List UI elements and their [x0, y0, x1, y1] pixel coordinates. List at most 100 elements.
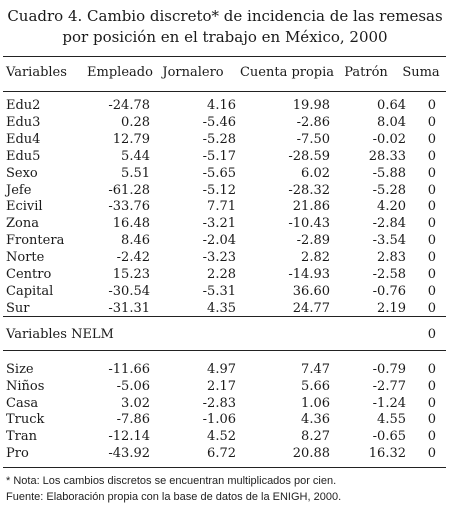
- row-label: Edu5: [6, 148, 41, 164]
- table-cell: -24.78: [108, 98, 150, 113]
- table-cell: 7.71: [207, 199, 236, 215]
- row-label: Pro: [6, 446, 29, 461]
- table-cell: 4.97: [207, 362, 236, 377]
- row-label: Tran: [6, 429, 38, 445]
- row-label: Casa: [6, 395, 39, 411]
- table-cell: 5.44: [121, 148, 150, 164]
- table-cell: -28.32: [288, 182, 330, 198]
- column-header: Jornalero: [162, 65, 224, 80]
- table-cell: 8.46: [121, 233, 150, 249]
- table-cell: 6.02: [301, 165, 330, 181]
- row-label: Sur: [6, 300, 30, 316]
- top-rule: [3, 56, 446, 57]
- table-cell: 0: [427, 98, 436, 113]
- table-cell: 12.79: [112, 131, 150, 147]
- table-cell: -5.65: [202, 165, 236, 181]
- column-header: Cuenta propia: [239, 65, 335, 80]
- nelm-section-label: Variables NELM: [6, 327, 114, 342]
- table-cell: 0.64: [377, 98, 406, 113]
- table-cell: -5.06: [116, 378, 150, 394]
- row-label: Edu3: [6, 114, 41, 130]
- table-cell: -30.54: [108, 283, 150, 299]
- table-cell: 1.06: [301, 395, 330, 411]
- row-label: Centro: [6, 267, 52, 282]
- table-cell: 0: [427, 300, 436, 316]
- table-cell: -5.88: [372, 165, 406, 181]
- table-cell: 16.48: [112, 216, 150, 232]
- table-cell: 0: [427, 114, 436, 130]
- column-header: Patrón: [344, 65, 388, 80]
- table-cell: -12.14: [108, 429, 150, 445]
- table-cell: -28.59: [288, 148, 330, 164]
- row-label: Jefe: [6, 182, 32, 198]
- table-cell: 19.98: [292, 98, 330, 113]
- table-cell: 4.52: [207, 429, 236, 445]
- table-cell: -2.04: [202, 233, 236, 249]
- table-title-line-2: por posición en el trabajo en México, 20…: [62, 28, 388, 46]
- table-cell: -2.83: [202, 395, 236, 411]
- table-cell: 0: [427, 267, 436, 282]
- table-cell: 24.77: [292, 300, 330, 316]
- table-cell: 8.27: [301, 429, 330, 445]
- table-cell: 0: [427, 429, 436, 445]
- table-cell: -0.76: [372, 283, 406, 299]
- table-title-line-1: Cuadro 4. Cambio discreto* de incidencia…: [7, 7, 443, 25]
- table-cell: -5.17: [202, 148, 236, 164]
- table-cell: 4.20: [377, 199, 406, 215]
- column-header: Empleado: [87, 65, 153, 80]
- table-cell: -1.06: [202, 412, 236, 428]
- row-label: Truck: [6, 412, 45, 428]
- table-cell: -3.54: [372, 233, 406, 249]
- row-label: Edu4: [6, 131, 41, 147]
- table-cell: 0: [427, 131, 436, 147]
- section-rule-2: [3, 350, 446, 351]
- table-cell: 15.23: [112, 267, 150, 282]
- table-cell: -0.65: [372, 429, 406, 445]
- table-cell: -33.76: [108, 199, 150, 215]
- table-cell: -61.28: [108, 182, 150, 198]
- table-cell: 0: [427, 412, 436, 428]
- footnote: * Nota: Los cambios discretos se encuent…: [6, 475, 337, 487]
- table-cell: -5.28: [372, 182, 406, 198]
- table-cell: 0: [427, 199, 436, 215]
- row-label: Frontera: [6, 233, 65, 249]
- table-cell: 0: [427, 378, 436, 394]
- section-rule-1: [3, 316, 446, 317]
- column-header: Variables: [6, 65, 67, 80]
- table-cell: 5.66: [301, 378, 330, 394]
- table-cell: 0: [427, 283, 436, 299]
- table-cell: -2.89: [296, 233, 330, 249]
- table-cell: -5.46: [202, 114, 236, 130]
- table-title: Cuadro 4. Cambio discreto* de incidencia…: [0, 6, 450, 48]
- table-cell: -2.58: [372, 267, 406, 282]
- table-cell: 4.16: [207, 98, 236, 113]
- table-cell: -3.23: [202, 250, 236, 266]
- source-abbrev: ENIGH: [272, 491, 308, 503]
- table-cell: 2.28: [207, 267, 236, 282]
- row-label: Niños: [6, 378, 45, 394]
- row-label: Size: [6, 362, 34, 377]
- table-cell: 4.55: [377, 412, 406, 428]
- table-cell: -2.42: [116, 250, 150, 266]
- table-cell: 8.04: [377, 114, 406, 130]
- table-cell: 2.17: [207, 378, 236, 394]
- row-label: Edu2: [6, 98, 41, 113]
- table-cell: -3.21: [202, 216, 236, 232]
- table-cell: 20.88: [292, 446, 330, 461]
- table-cell: 28.33: [368, 148, 406, 164]
- table-cell: 2.19: [377, 300, 406, 316]
- header-rule: [3, 91, 446, 92]
- row-label: Norte: [6, 250, 45, 266]
- table-cell: 0: [427, 362, 436, 377]
- table-cell: -5.31: [202, 283, 236, 299]
- table-cell: -11.66: [108, 362, 150, 377]
- table-cell: 36.60: [292, 283, 330, 299]
- nelm-suma: 0: [427, 327, 436, 342]
- table-cell: 7.47: [301, 362, 330, 377]
- column-header: Suma: [402, 65, 440, 80]
- table-cell: -10.43: [288, 216, 330, 232]
- table-cell: 5.51: [121, 165, 150, 181]
- table-cell: -31.31: [108, 300, 150, 316]
- table-cell: 0.28: [121, 114, 150, 130]
- table-cell: -2.84: [372, 216, 406, 232]
